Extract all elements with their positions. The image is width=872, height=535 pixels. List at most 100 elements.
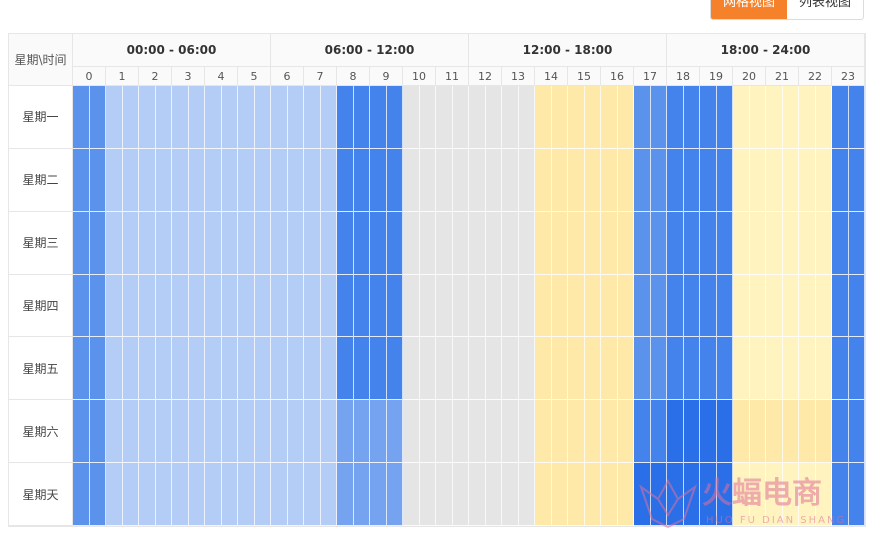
time-slot-cell[interactable] <box>716 400 733 464</box>
time-slot-cell[interactable] <box>320 274 337 338</box>
time-slot-cell[interactable] <box>469 211 486 275</box>
time-slot-cell[interactable] <box>370 211 387 275</box>
time-slot-cell[interactable] <box>551 463 568 526</box>
time-slot-cell[interactable] <box>634 274 651 338</box>
time-slot-cell[interactable] <box>337 274 354 338</box>
time-slot-cell[interactable] <box>848 400 865 464</box>
time-slot-cell[interactable] <box>188 337 205 401</box>
time-slot-cell[interactable] <box>617 400 634 464</box>
time-slot-cell[interactable] <box>386 211 403 275</box>
time-slot-cell[interactable] <box>832 463 849 526</box>
grid-view-button[interactable]: 网格视图 <box>710 0 787 19</box>
time-slot-cell[interactable] <box>419 400 436 464</box>
time-slot-cell[interactable] <box>403 337 420 401</box>
time-slot-cell[interactable] <box>89 463 106 526</box>
time-slot-cell[interactable] <box>535 148 552 212</box>
time-slot-cell[interactable] <box>271 337 288 401</box>
time-slot-cell[interactable] <box>122 463 139 526</box>
time-slot-cell[interactable] <box>205 148 222 212</box>
time-slot-cell[interactable] <box>832 211 849 275</box>
time-slot-cell[interactable] <box>122 211 139 275</box>
time-slot-cell[interactable] <box>766 86 783 149</box>
time-slot-cell[interactable] <box>584 148 601 212</box>
time-slot-cell[interactable] <box>568 337 585 401</box>
time-slot-cell[interactable] <box>155 86 172 149</box>
time-slot-cell[interactable] <box>386 463 403 526</box>
time-slot-cell[interactable] <box>683 148 700 212</box>
time-slot-cell[interactable] <box>287 400 304 464</box>
time-slot-cell[interactable] <box>617 86 634 149</box>
time-slot-cell[interactable] <box>419 337 436 401</box>
time-slot-cell[interactable] <box>832 274 849 338</box>
time-slot-cell[interactable] <box>485 86 502 149</box>
time-slot-cell[interactable] <box>469 463 486 526</box>
time-slot-cell[interactable] <box>502 211 519 275</box>
time-slot-cell[interactable] <box>535 400 552 464</box>
time-slot-cell[interactable] <box>221 337 238 401</box>
time-slot-cell[interactable] <box>667 463 684 526</box>
time-slot-cell[interactable] <box>551 274 568 338</box>
time-slot-cell[interactable] <box>782 337 799 401</box>
time-slot-cell[interactable] <box>205 400 222 464</box>
time-slot-cell[interactable] <box>716 86 733 149</box>
time-slot-cell[interactable] <box>485 337 502 401</box>
list-view-button[interactable]: 列表视图 <box>798 0 851 10</box>
time-slot-cell[interactable] <box>518 274 535 338</box>
time-slot-cell[interactable] <box>683 86 700 149</box>
time-slot-cell[interactable] <box>337 400 354 464</box>
time-slot-cell[interactable] <box>733 337 750 401</box>
time-slot-cell[interactable] <box>601 148 618 212</box>
time-slot-cell[interactable] <box>337 463 354 526</box>
time-slot-cell[interactable] <box>122 337 139 401</box>
time-slot-cell[interactable] <box>848 463 865 526</box>
time-slot-cell[interactable] <box>122 400 139 464</box>
time-slot-cell[interactable] <box>799 86 816 149</box>
time-slot-cell[interactable] <box>353 337 370 401</box>
time-slot-cell[interactable] <box>799 211 816 275</box>
time-slot-cell[interactable] <box>683 274 700 338</box>
time-slot-cell[interactable] <box>188 86 205 149</box>
time-slot-cell[interactable] <box>815 211 832 275</box>
time-slot-cell[interactable] <box>139 337 156 401</box>
time-slot-cell[interactable] <box>601 211 618 275</box>
time-slot-cell[interactable] <box>304 274 321 338</box>
time-slot-cell[interactable] <box>469 400 486 464</box>
time-slot-cell[interactable] <box>254 211 271 275</box>
time-slot-cell[interactable] <box>568 274 585 338</box>
time-slot-cell[interactable] <box>139 274 156 338</box>
time-slot-cell[interactable] <box>518 148 535 212</box>
time-slot-cell[interactable] <box>551 211 568 275</box>
time-slot-cell[interactable] <box>452 148 469 212</box>
time-slot-cell[interactable] <box>436 86 453 149</box>
time-slot-cell[interactable] <box>89 274 106 338</box>
time-slot-cell[interactable] <box>304 337 321 401</box>
time-slot-cell[interactable] <box>403 211 420 275</box>
time-slot-cell[interactable] <box>782 274 799 338</box>
time-slot-cell[interactable] <box>271 274 288 338</box>
time-slot-cell[interactable] <box>122 274 139 338</box>
time-slot-cell[interactable] <box>733 400 750 464</box>
time-slot-cell[interactable] <box>370 274 387 338</box>
time-slot-cell[interactable] <box>634 86 651 149</box>
time-slot-cell[interactable] <box>403 148 420 212</box>
time-slot-cell[interactable] <box>353 86 370 149</box>
time-slot-cell[interactable] <box>221 211 238 275</box>
time-slot-cell[interactable] <box>650 148 667 212</box>
time-slot-cell[interactable] <box>535 211 552 275</box>
time-slot-cell[interactable] <box>172 274 189 338</box>
time-slot-cell[interactable] <box>188 274 205 338</box>
time-slot-cell[interactable] <box>650 274 667 338</box>
time-slot-cell[interactable] <box>370 148 387 212</box>
time-slot-cell[interactable] <box>89 337 106 401</box>
time-slot-cell[interactable] <box>502 337 519 401</box>
time-slot-cell[interactable] <box>766 211 783 275</box>
time-slot-cell[interactable] <box>700 211 717 275</box>
time-slot-cell[interactable] <box>386 86 403 149</box>
time-slot-cell[interactable] <box>155 463 172 526</box>
time-slot-cell[interactable] <box>172 463 189 526</box>
time-slot-cell[interactable] <box>287 86 304 149</box>
time-slot-cell[interactable] <box>320 148 337 212</box>
time-slot-cell[interactable] <box>832 148 849 212</box>
time-slot-cell[interactable] <box>650 211 667 275</box>
time-slot-cell[interactable] <box>634 337 651 401</box>
